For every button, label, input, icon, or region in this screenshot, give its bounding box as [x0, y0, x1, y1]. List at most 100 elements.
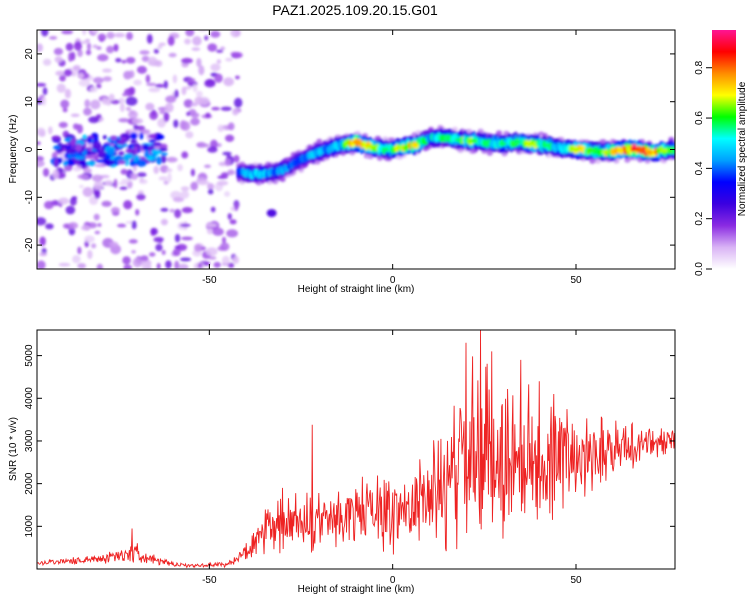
noise-cluster-blob	[104, 159, 115, 167]
noise-cluster-blob	[102, 135, 107, 140]
noise-blob	[53, 47, 64, 56]
x-tick-label: 50	[570, 275, 582, 286]
noise-blob	[230, 30, 236, 37]
y-tick-label: 10	[24, 96, 35, 108]
noise-blob	[207, 146, 218, 153]
noise-cluster-blob	[75, 143, 82, 152]
y-tick-label: 5000	[24, 344, 35, 367]
noise-blob	[145, 102, 155, 111]
noise-blob	[48, 36, 58, 40]
noise-blob	[187, 78, 196, 82]
y-tick-label: 20	[24, 48, 35, 60]
noise-blob	[190, 168, 196, 177]
noise-blob	[58, 121, 68, 129]
noise-cluster-blob	[85, 161, 96, 167]
noise-blob	[165, 168, 173, 173]
noise-cluster-blob	[139, 132, 144, 140]
noise-blob	[37, 260, 46, 269]
noise-blob	[91, 243, 97, 249]
noise-blob	[37, 127, 46, 136]
noise-cluster-blob	[118, 151, 125, 156]
noise-blob	[225, 57, 233, 62]
noise-cluster-blob	[142, 143, 149, 151]
ridge-peak	[616, 148, 624, 153]
noise-blob	[206, 223, 217, 228]
noise-blob	[133, 79, 142, 86]
noise-blob	[45, 223, 54, 230]
noise-cluster-blob	[53, 145, 61, 150]
noise-blob	[95, 114, 102, 119]
noise-cluster-blob	[65, 147, 77, 154]
noise-blob	[67, 222, 79, 230]
noise-blob	[173, 119, 179, 128]
colorbar-tick-label: 0.4	[694, 161, 705, 175]
noise-blob	[78, 72, 85, 79]
noise-blob	[226, 229, 239, 238]
y-tick-label: 3000	[24, 429, 35, 452]
noise-blob	[174, 245, 180, 249]
noise-blob	[92, 44, 98, 49]
noise-blob	[101, 200, 112, 207]
noise-blob	[52, 169, 60, 180]
noise-blob	[64, 88, 72, 99]
snr-panel: -50 0 50 1000 2000 3000 4000 5000 Height of str…	[8, 329, 676, 595]
noise-blob	[61, 30, 74, 35]
noise-blob	[90, 99, 101, 110]
noise-blob	[63, 69, 73, 77]
noise-blob	[42, 168, 50, 177]
noise-blob	[221, 255, 230, 266]
noise-blob	[126, 32, 133, 41]
ridge-halo	[452, 126, 458, 132]
noise-blob	[179, 257, 192, 262]
noise-blob	[216, 49, 224, 53]
noise-blob	[158, 176, 168, 181]
noise-blob	[153, 48, 160, 54]
noise-blob	[123, 200, 133, 210]
noise-blob	[113, 43, 119, 52]
noise-cluster-blob	[85, 151, 92, 156]
ridge-peak	[469, 138, 478, 143]
noise-cluster-blob	[90, 150, 97, 155]
noise-blob	[176, 243, 188, 251]
noise-blob	[123, 264, 133, 269]
noise-blob	[224, 134, 235, 142]
noise-blob	[108, 93, 115, 102]
noise-blob	[224, 158, 231, 167]
noise-blob	[77, 49, 83, 57]
noise-blob	[89, 86, 98, 93]
colorbar-ticks: 0.0 0.2 0.4 0.6 0.8	[694, 60, 712, 276]
noise-cluster-blob	[82, 134, 88, 140]
colorbar-tick-label: 0.2	[694, 211, 705, 225]
noise-blob	[97, 33, 107, 42]
noise-blob	[65, 42, 74, 51]
noise-blob	[222, 151, 232, 156]
colorbar-tick-label: 0.0	[694, 262, 705, 276]
noise-blob	[109, 241, 119, 247]
noise-blob	[78, 79, 91, 87]
noise-blob	[210, 30, 221, 38]
noise-blob	[223, 77, 235, 87]
noise-blob	[87, 249, 93, 260]
noise-cluster-blob	[129, 139, 138, 144]
noise-blob	[174, 89, 179, 98]
noise-cluster-blob	[136, 159, 147, 167]
noise-blob	[158, 42, 166, 47]
noise-blob	[88, 116, 100, 124]
noise-blob	[41, 30, 49, 37]
noise-cluster-blob	[160, 154, 167, 164]
noise-blob	[153, 165, 160, 174]
noise-cluster-blob	[155, 134, 165, 140]
noise-blob	[220, 46, 226, 51]
noise-blob	[106, 45, 114, 54]
noise-blob	[139, 256, 149, 262]
colorbar: 0.0 0.2 0.4 0.6 0.8 Normalized spectral ampl…	[694, 30, 748, 276]
ridge-peak	[352, 139, 360, 144]
ridge-peak	[498, 141, 507, 146]
noise-blob	[106, 31, 115, 39]
noise-blob	[163, 80, 168, 89]
noise-blob	[42, 87, 48, 96]
noise-blob	[227, 122, 235, 131]
noise-blob	[135, 209, 140, 216]
noise-blob	[198, 65, 205, 76]
noise-blob	[94, 189, 101, 200]
